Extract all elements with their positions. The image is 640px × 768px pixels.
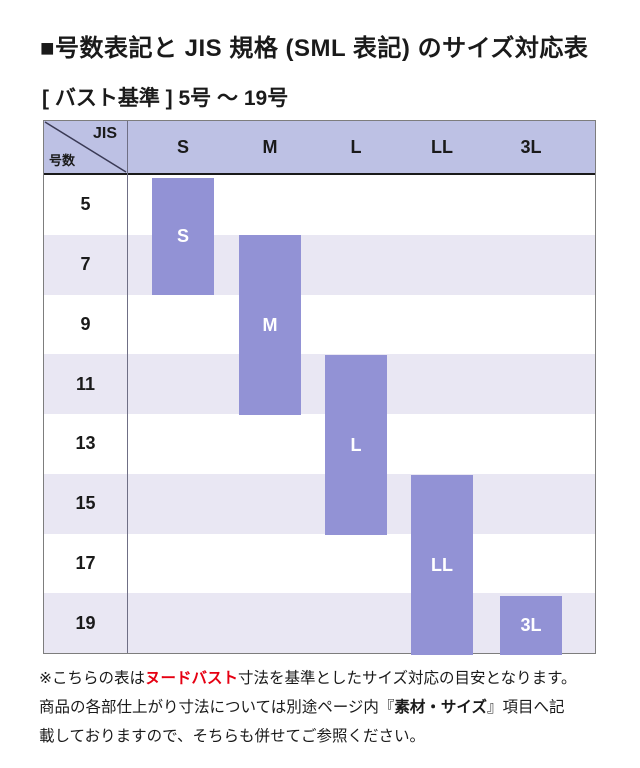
column-header-m: M [262, 137, 278, 157]
note-line-3: 載しておりますので、そちらも併せてご参照ください。 [39, 728, 425, 745]
table-body: 5 7 9 11 13 15 17 19 [44, 175, 595, 653]
note-text: 』項目へ記 [486, 699, 565, 716]
table-row: 5 [44, 175, 595, 235]
row-label-15: 15 [75, 493, 96, 514]
row-label-5: 5 [80, 194, 91, 215]
size-correspondence-table: JIS 号数 S M L LL 3L 5 7 9 11 13 15 17 19 … [43, 120, 596, 655]
row-label-13: 13 [75, 433, 96, 454]
row-label-19: 19 [75, 612, 96, 633]
note-text: 商品の各部仕上がり寸法については別途ページ内『 [39, 699, 395, 716]
note: ※こちらの表はヌードバスト寸法を基準としたサイズ対応の目安となります。 商品の各… [39, 664, 614, 751]
corner-cell: JIS 号数 [44, 121, 127, 173]
corner-label-gosu: 号数 [49, 153, 76, 168]
table-header: JIS 号数 S M L LL 3L [44, 121, 595, 175]
table-row: 7 [44, 234, 595, 295]
note-text: 寸法を基準としたサイズ対応の目安となります。 [238, 670, 577, 687]
page-title: ■号数表記と JIS 規格 (SML 表記) のサイズ対応表 [40, 35, 589, 62]
table-row: 11 [44, 354, 595, 414]
subtitle: [ バスト基準 ] 5号 ～ 19号 [42, 87, 289, 110]
column-header-ll: LL [431, 137, 453, 157]
table-row: 15 [44, 473, 595, 534]
note-text: ※こちらの表は [39, 670, 145, 687]
row-label-7: 7 [80, 254, 91, 275]
note-line-2: 商品の各部仕上がり寸法については別途ページ内『素材・サイズ』項目へ記 [39, 693, 614, 722]
column-header-3l: 3L [520, 137, 542, 157]
table-row: 17 [44, 533, 595, 594]
table-row: 13 [44, 414, 595, 474]
row-label-11: 11 [75, 373, 96, 394]
note-emphasis-material-size: 素材・サイズ [394, 699, 487, 716]
column-header-l: L [350, 137, 362, 157]
diagonal-line [44, 121, 127, 173]
row-label-9: 9 [80, 313, 91, 334]
row-label-17: 17 [75, 552, 96, 573]
note-emphasis-nude-bust: ヌードバスト [145, 670, 239, 687]
table-row: 9 [44, 294, 595, 355]
first-column-divider [127, 121, 128, 653]
note-line-1: ※こちらの表はヌードバスト寸法を基準としたサイズ対応の目安となります。 [39, 664, 614, 693]
column-header-s: S [176, 137, 189, 157]
corner-label-jis: JIS [92, 125, 117, 142]
